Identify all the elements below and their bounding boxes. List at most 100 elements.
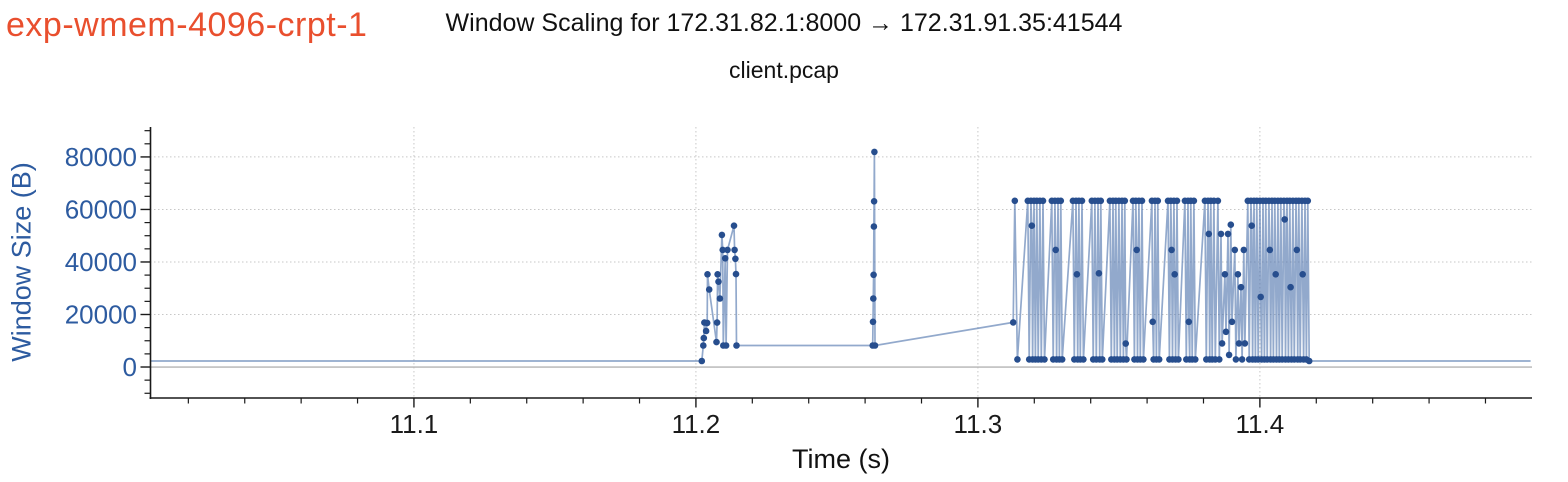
data-point-marker — [1073, 271, 1081, 278]
data-point-marker — [1149, 318, 1156, 326]
data-point-marker — [1154, 197, 1162, 205]
data-point-marker — [1238, 356, 1246, 363]
data-point-marker — [1272, 271, 1279, 278]
data-point-marker — [1095, 270, 1103, 277]
x-tick-label: 11.1 — [390, 409, 439, 439]
data-point-marker — [869, 318, 877, 326]
data-point-marker — [1227, 221, 1235, 228]
y-axis-label: Window Size (B) — [6, 162, 37, 362]
data-point-marker — [702, 327, 710, 335]
x-tick-label: 11.4 — [1236, 409, 1285, 439]
data-point-marker — [1140, 356, 1147, 363]
data-point-marker — [1173, 197, 1181, 205]
y-tick-label: 20000 — [65, 299, 137, 329]
chart-title: Window Scaling for 172.31.82.1:8000 → 17… — [445, 9, 1123, 37]
data-point-marker — [1216, 356, 1223, 363]
data-point-marker — [722, 342, 730, 349]
data-point-marker — [721, 254, 729, 262]
data-point-marker — [719, 246, 726, 254]
data-point-marker — [1133, 246, 1140, 254]
tick-labels: 11.1 11.2 11.3 11.4 0 20000 40000 60000 80000 — [65, 142, 1285, 439]
data-point-marker — [1217, 230, 1225, 238]
data-point-marker — [703, 319, 711, 327]
data-point-marker — [870, 223, 878, 230]
experiment-label: exp-wmem-4096-crpt-1 — [6, 6, 368, 44]
data-point-marker — [1287, 283, 1294, 291]
data-point-marker — [1293, 246, 1301, 254]
y-tick-label: 60000 — [65, 194, 137, 224]
axes-layer — [140, 127, 1532, 408]
data-point-marker — [1237, 283, 1245, 291]
window-size-series-line — [150, 151, 1531, 362]
data-point-marker — [1304, 197, 1312, 205]
data-point-marker — [1225, 351, 1233, 359]
data-point-marker — [1222, 328, 1230, 336]
data-point-marker — [1014, 356, 1021, 363]
data-point-marker — [870, 271, 877, 279]
data-point-marker — [731, 246, 738, 254]
data-point-marker — [1011, 197, 1019, 205]
data-point-marker — [713, 338, 720, 346]
data-point-marker — [1205, 230, 1213, 238]
data-point-marker — [1305, 357, 1313, 365]
data-point-marker — [1185, 318, 1193, 326]
x-tick-label: 11.3 — [954, 409, 1003, 439]
data-point-marker — [1241, 340, 1249, 347]
data-point-marker — [1281, 216, 1288, 223]
data-point-marker — [870, 295, 877, 302]
data-point-marker — [1028, 222, 1036, 229]
data-point-marker — [1041, 356, 1048, 363]
data-point-marker — [733, 342, 740, 349]
x-axis-label: Time (s) — [792, 444, 890, 474]
data-point-marker — [730, 222, 738, 229]
data-point-marker — [1097, 197, 1105, 205]
data-point-marker — [1175, 356, 1182, 363]
data-point-marker — [1123, 356, 1130, 363]
data-point-marker — [698, 357, 706, 365]
data-point-marker — [1257, 293, 1264, 301]
data-point-marker — [870, 198, 878, 205]
chart-subtitle: client.pcap — [729, 57, 839, 83]
data-point-marker — [704, 271, 711, 278]
data-point-marker — [1122, 340, 1129, 347]
data-point-marker — [1224, 230, 1232, 238]
data-point-marker — [1080, 356, 1087, 363]
data-point-marker — [714, 271, 721, 278]
data-point-marker — [1155, 356, 1163, 363]
data-point-marker — [1299, 271, 1306, 278]
data-point-marker — [1099, 356, 1106, 363]
y-tick-label: 80000 — [65, 142, 137, 172]
data-point-marker — [1266, 246, 1274, 254]
data-point-marker — [716, 295, 724, 302]
data-point-marker — [700, 334, 708, 342]
data-point-marker — [1234, 271, 1242, 278]
data-point-marker — [1039, 197, 1047, 205]
data-point-marker — [1078, 197, 1086, 205]
data-point-marker — [1231, 246, 1239, 254]
y-tick-label: 40000 — [65, 247, 137, 277]
data-point-marker — [1248, 222, 1255, 229]
data-point-marker — [1168, 246, 1175, 254]
data-point-marker — [1218, 340, 1226, 347]
data-point-marker — [732, 255, 739, 263]
data-point-marker — [718, 231, 726, 239]
data-point-marker — [871, 148, 878, 156]
data-point-marker — [1058, 356, 1066, 363]
data-point-marker — [1190, 197, 1198, 205]
data-point-marker — [732, 270, 740, 278]
data-point-marker — [1240, 246, 1248, 254]
data-point-marker — [1228, 318, 1236, 326]
data-point-marker — [705, 286, 713, 293]
data-point-marker — [1121, 197, 1129, 205]
data-point-marker — [1138, 197, 1146, 205]
data-point-markers — [698, 148, 1313, 365]
data-point-marker — [715, 278, 722, 286]
series-layer — [150, 148, 1531, 365]
data-point-marker — [1171, 271, 1178, 278]
data-point-marker — [1235, 340, 1243, 347]
data-point-marker — [1052, 246, 1059, 254]
data-point-marker — [871, 342, 879, 349]
data-point-marker — [1192, 356, 1199, 363]
